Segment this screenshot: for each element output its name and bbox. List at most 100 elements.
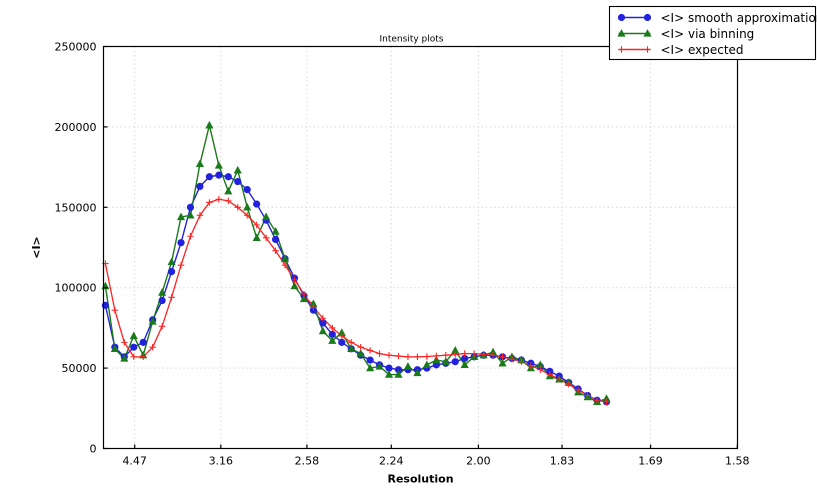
data-point <box>158 288 167 296</box>
data-point <box>281 261 289 269</box>
data-point <box>243 186 251 194</box>
data-point <box>224 186 233 195</box>
data-point <box>498 358 507 367</box>
legend-marker-plus <box>644 46 651 53</box>
data-point <box>518 358 525 365</box>
data-point <box>452 351 459 358</box>
data-point <box>205 173 213 181</box>
data-point <box>413 368 422 377</box>
data-point <box>168 294 175 301</box>
data-point <box>356 349 365 357</box>
data-point <box>233 165 242 174</box>
data-point <box>537 366 544 373</box>
data-point <box>318 326 327 335</box>
plot-title: Intensity plots <box>380 35 444 45</box>
data-point <box>309 299 318 307</box>
data-point <box>167 257 176 266</box>
data-point <box>176 212 186 221</box>
data-point <box>262 212 271 221</box>
data-point <box>441 357 450 365</box>
data-point <box>186 210 195 219</box>
y-axis-title: <I> <box>30 236 43 259</box>
data-point <box>329 324 336 332</box>
data-point <box>120 354 129 362</box>
data-point <box>508 356 516 363</box>
legend-label-0: <I> smooth approximation <box>661 11 817 25</box>
legend-marker-plus <box>618 46 625 53</box>
data-point <box>556 376 563 383</box>
series-markers-2 <box>102 196 610 406</box>
data-point <box>376 350 383 357</box>
x-tick-label: 2.58 <box>295 455 320 468</box>
data-point <box>214 161 223 169</box>
data-point <box>291 276 298 283</box>
data-point <box>215 171 223 179</box>
data-point <box>271 235 280 244</box>
data-point <box>403 362 412 370</box>
data-point <box>224 173 232 181</box>
series-line-2 <box>104 198 607 403</box>
data-point <box>205 120 214 129</box>
data-point <box>385 352 393 359</box>
data-point <box>290 281 299 290</box>
data-point <box>603 398 610 406</box>
data-point <box>280 254 290 262</box>
data-point <box>357 343 364 351</box>
x-tick-label: 1.69 <box>638 455 663 468</box>
data-point <box>546 367 554 375</box>
data-point <box>593 397 601 404</box>
data-point <box>499 353 506 361</box>
data-point <box>309 306 317 314</box>
data-point <box>565 380 572 388</box>
data-point <box>244 212 251 219</box>
data-point <box>433 352 440 360</box>
data-point <box>121 339 128 346</box>
data-point <box>196 182 204 190</box>
data-point <box>177 261 185 269</box>
legend-marker-circle <box>643 13 652 22</box>
data-point <box>461 354 469 363</box>
data-point <box>167 268 176 276</box>
legend-label-2: <I> expected <box>661 43 744 57</box>
x-tick-label: 3.16 <box>209 455 234 468</box>
data-point <box>262 234 270 242</box>
y-tick-label: 200000 <box>55 121 97 134</box>
legend-marker-triangle <box>617 29 626 37</box>
legend-label-1: <I> via binning <box>661 27 755 41</box>
data-point <box>460 360 469 369</box>
data-point <box>206 199 213 206</box>
data-point <box>186 203 195 211</box>
data-point <box>319 315 327 322</box>
data-point <box>488 347 498 356</box>
y-tick-label: 250000 <box>55 41 97 54</box>
data-point <box>470 350 478 357</box>
data-point <box>139 338 147 346</box>
data-point <box>130 343 138 351</box>
data-point <box>451 346 460 354</box>
data-point <box>187 233 194 240</box>
data-point <box>148 317 157 325</box>
data-point <box>366 347 374 354</box>
data-point <box>177 239 185 247</box>
x-tick-label: 4.47 <box>122 455 147 468</box>
data-point <box>215 196 223 203</box>
x-axis-title: Resolution <box>387 473 453 486</box>
data-point <box>602 394 611 402</box>
data-point <box>395 352 402 360</box>
data-point <box>101 301 109 309</box>
data-point <box>243 202 252 211</box>
data-point <box>195 159 204 168</box>
data-point <box>338 338 346 346</box>
data-point <box>451 358 459 366</box>
data-point <box>423 353 431 360</box>
data-point <box>158 323 166 330</box>
data-point <box>158 296 166 305</box>
data-point <box>310 303 317 311</box>
data-point <box>234 204 241 211</box>
data-point <box>384 370 394 378</box>
legend-marker-triangle <box>643 29 652 37</box>
data-point <box>442 352 449 359</box>
y-tick-label: 150000 <box>55 201 97 214</box>
y-tick-label: 100000 <box>55 282 97 295</box>
